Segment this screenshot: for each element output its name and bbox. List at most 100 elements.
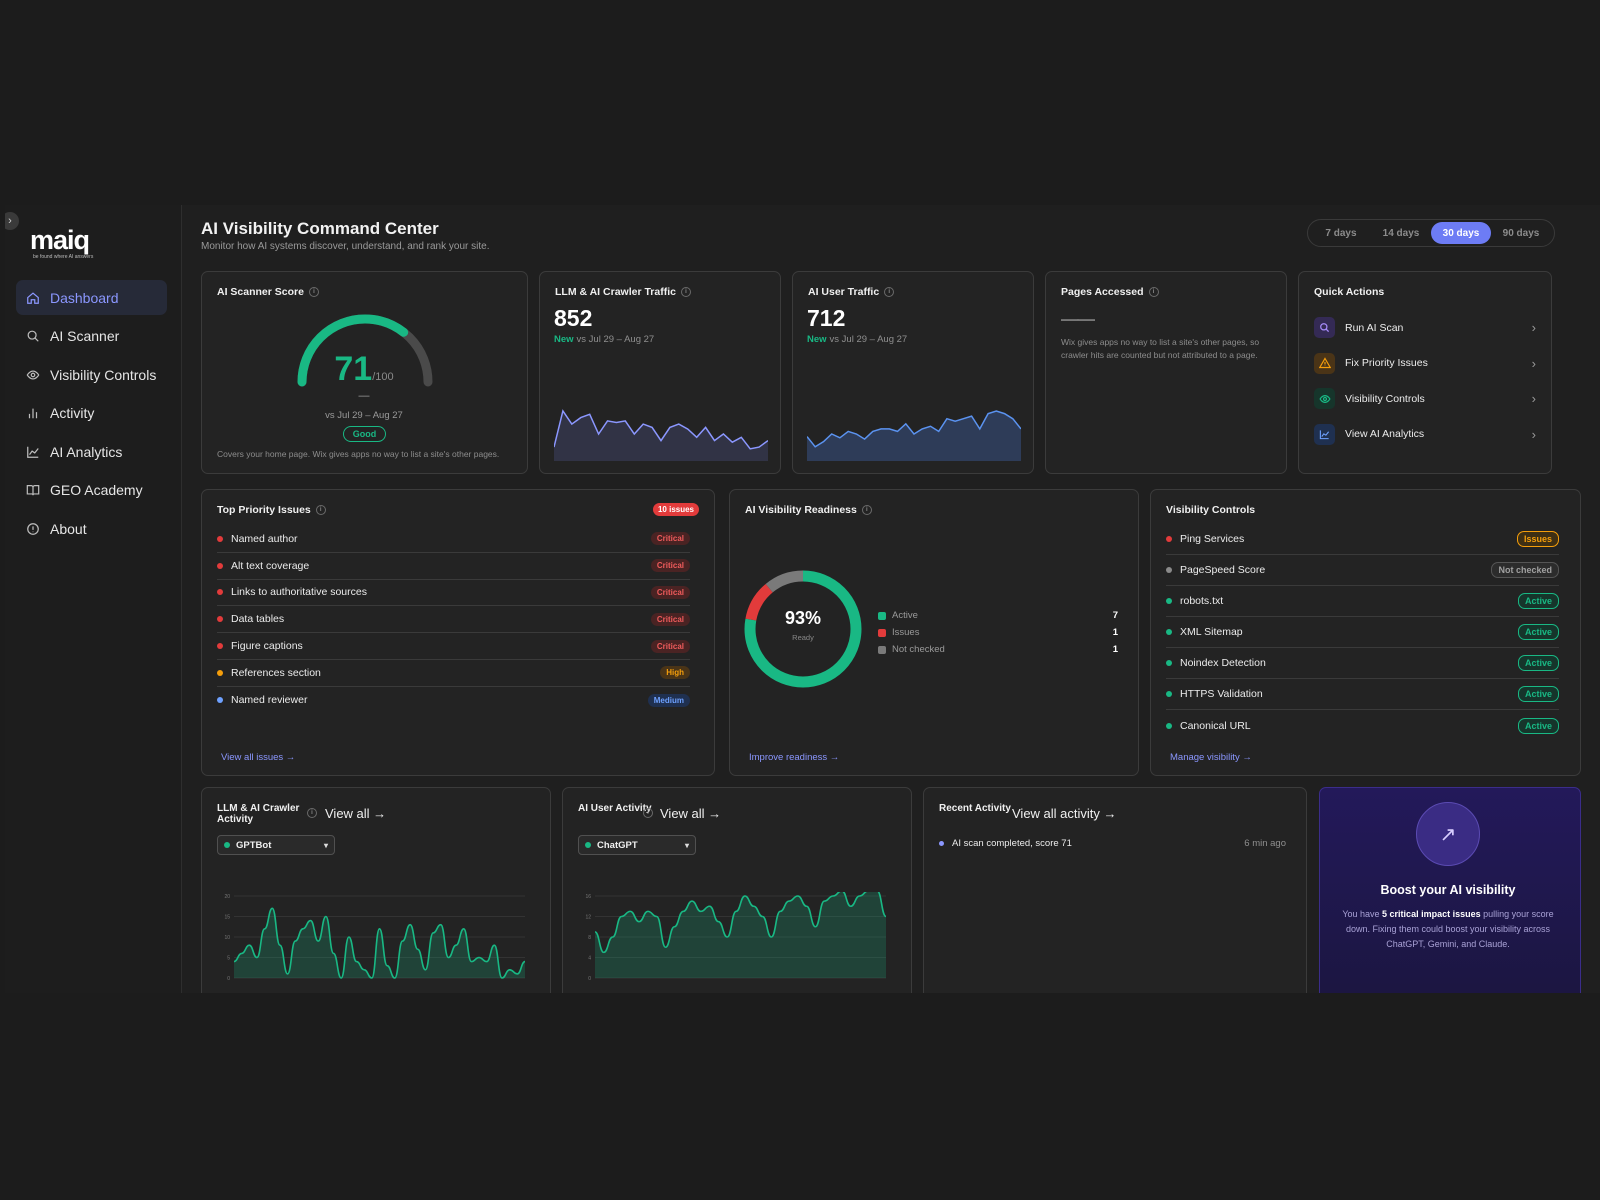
info-icon[interactable]: i <box>307 808 317 818</box>
visibility-controls-card: Visibility Controls Ping Services Issues P… <box>1150 489 1581 776</box>
card-title-text: AI Visibility Readiness <box>745 504 857 516</box>
improve-readiness-link[interactable]: Improve readiness → <box>749 752 840 763</box>
range-30-days-button[interactable]: 30 days <box>1431 222 1491 244</box>
visibility-control-row[interactable]: PageSpeed Score Not checked <box>1166 555 1559 586</box>
info-icon[interactable]: i <box>315 505 326 515</box>
issue-label: Data tables <box>231 613 285 626</box>
status-dot <box>1166 536 1172 542</box>
logo: maiq be found where AI answers <box>30 227 93 261</box>
control-label: Noindex Detection <box>1180 657 1266 669</box>
range-14-days-button[interactable]: 14 days <box>1382 227 1420 239</box>
severity-badge: Critical <box>650 612 690 626</box>
quick-action-label: Run AI Scan <box>1345 321 1404 334</box>
view-all-issues-link[interactable]: View all issues → <box>221 752 296 763</box>
chevron-right-icon: › <box>1531 391 1536 407</box>
issues-count-badge: 10 issues <box>652 503 699 516</box>
user-activity-card: AI User Activity i View all → ChatGPT ▾ 1… <box>562 787 912 993</box>
control-label: Ping Services <box>1180 533 1245 545</box>
info-icon[interactable]: i <box>1148 287 1159 297</box>
status-badge: Active <box>1517 717 1559 734</box>
score-delta: — <box>358 390 370 402</box>
pages-accessed-card: Pages Accessed i —— Wix gives apps no way… <box>1045 271 1287 474</box>
quick-action-fix-priority-issues[interactable]: Fix Priority Issues › <box>1314 346 1536 382</box>
eye-icon <box>26 369 40 380</box>
range-90-days-button[interactable]: 90 days <box>1502 227 1540 239</box>
visibility-control-row[interactable]: Noindex Detection Active <box>1166 648 1559 679</box>
search-icon <box>1314 317 1335 339</box>
status-dot <box>939 841 944 846</box>
sidebar-item-label: Dashboard <box>50 289 119 306</box>
visibility-control-row[interactable]: Ping Services Issues <box>1166 524 1559 555</box>
sidebar-item-ai-scanner[interactable]: AI Scanner <box>16 319 167 354</box>
user-traffic-sparkline <box>807 410 1021 461</box>
control-label: robots.txt <box>1180 595 1224 607</box>
severity-dot <box>217 697 223 704</box>
sidebar-item-activity[interactable]: Activity <box>16 396 167 431</box>
issue-label: Figure captions <box>231 640 303 653</box>
quick-action-label: View AI Analytics <box>1345 428 1425 441</box>
sidebar-item-visibility-controls[interactable]: Visibility Controls <box>16 357 167 392</box>
range-7-days-button[interactable]: 7 days <box>1325 227 1357 239</box>
home-icon <box>27 291 39 304</box>
quick-action-visibility-controls[interactable]: Visibility Controls › <box>1314 381 1536 417</box>
control-label: HTTPS Validation <box>1180 688 1263 700</box>
new-label: New <box>554 334 574 345</box>
boost-visibility-card[interactable]: ↗ Boost your AI visibility You have 5 cr… <box>1319 787 1581 993</box>
visibility-control-row[interactable]: robots.txt Active <box>1166 586 1559 617</box>
series-line <box>233 907 526 979</box>
page-subtitle: Monitor how AI systems discover, underst… <box>201 241 490 252</box>
issue-row[interactable]: Figure captions Critical <box>217 633 690 660</box>
issue-row[interactable]: Links to authoritative sources Critical <box>217 580 690 607</box>
visibility-control-row[interactable]: HTTPS Validation Active <box>1166 679 1559 710</box>
info-icon[interactable]: i <box>643 808 653 818</box>
card-title-text: Top Priority Issues <box>217 504 311 516</box>
date-range-selector: 7 days 14 days 30 days 90 days <box>1307 219 1555 247</box>
issue-label: References section <box>231 666 321 679</box>
visibility-control-row[interactable]: Canonical URL Active <box>1166 710 1559 741</box>
sidebar-item-label: AI Analytics <box>50 443 123 460</box>
legend-value: 1 <box>1112 644 1118 655</box>
sidebar: › maiq be found where AI answers Dashboa… <box>5 205 182 993</box>
warning-icon <box>1314 352 1335 374</box>
issue-row[interactable]: Data tables Critical <box>217 606 690 634</box>
chevron-right-icon: › <box>8 215 12 227</box>
bot-select[interactable]: GPTBot ▾ <box>217 835 335 855</box>
source-select[interactable]: ChatGPT ▾ <box>578 835 696 855</box>
control-label: Canonical URL <box>1180 719 1251 732</box>
info-icon[interactable]: i <box>861 505 872 515</box>
search-icon <box>27 330 39 342</box>
issue-row[interactable]: References section High <box>217 660 690 687</box>
sidebar-item-about[interactable]: About <box>16 511 167 546</box>
arrow-up-right-icon: ↗ <box>1416 802 1480 866</box>
view-all-activity-link[interactable]: View all activity → <box>1012 806 1117 821</box>
app-window: › maiq be found where AI answers Dashboa… <box>5 205 1600 993</box>
issue-row[interactable]: Named author Critical <box>217 526 690 553</box>
visibility-control-row[interactable]: XML Sitemap Active <box>1166 617 1559 648</box>
quick-action-view-ai-analytics[interactable]: View AI Analytics › <box>1314 417 1536 453</box>
sidebar-item-dashboard[interactable]: Dashboard <box>16 280 167 315</box>
sidebar-item-label: GEO Academy <box>50 482 143 498</box>
readiness-legend: Active 7 Issues 1 Not checked 1 <box>878 607 1118 658</box>
sidebar-collapse-button[interactable]: › <box>5 212 19 230</box>
activity-text: AI scan completed, score 71 <box>952 838 1072 849</box>
info-icon[interactable]: i <box>308 287 319 297</box>
sidebar-item-label: Activity <box>50 405 95 421</box>
card-title: AI Visibility Readiness i <box>745 504 872 516</box>
boost-text: You have 5 critical impact issues pullin… <box>1334 907 1562 952</box>
info-icon[interactable]: i <box>884 287 895 297</box>
info-icon[interactable]: i <box>680 287 691 297</box>
status-badge: Issues <box>1516 531 1559 547</box>
issue-row[interactable]: Named reviewer Medium <box>217 687 690 714</box>
quick-action-run-ai-scan[interactable]: Run AI Scan › <box>1314 310 1536 346</box>
user-activity-view-all-link[interactable]: View all → <box>660 806 722 821</box>
issue-row[interactable]: Alt text coverage Critical <box>217 553 690 580</box>
page-title: AI Visibility Command Center <box>201 219 439 238</box>
crawler-activity-view-all-link[interactable]: View all → <box>325 806 387 821</box>
sidebar-item-ai-analytics[interactable]: AI Analytics <box>16 434 167 469</box>
legend-item-issues: Issues 1 <box>878 624 1118 641</box>
sidebar-item-geo-academy[interactable]: GEO Academy <box>16 473 167 508</box>
chevron-right-icon: › <box>1531 426 1536 442</box>
legend-value: 1 <box>1112 627 1118 638</box>
manage-visibility-link[interactable]: Manage visibility → <box>1170 752 1252 763</box>
issue-list: Named author Critical Alt text coverage Cri… <box>217 526 690 714</box>
